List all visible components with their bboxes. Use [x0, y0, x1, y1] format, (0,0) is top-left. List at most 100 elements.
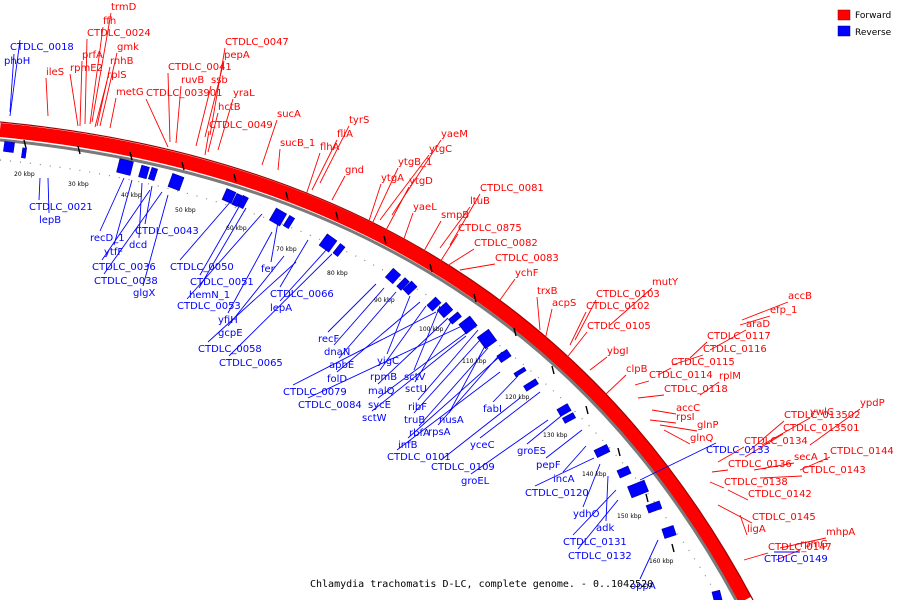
- kbp-tick-label: 90 kbp: [374, 297, 395, 304]
- reverse-leader-inca: [562, 445, 587, 473]
- forward-leader-ytgb-1: [371, 167, 399, 225]
- reverse-gene-glyph: [384, 267, 402, 285]
- forward-leader-ctdlc-0147: [743, 552, 769, 561]
- reverse-leader-dnan: [333, 287, 385, 346]
- kbp-tick-label: 80 kbp: [327, 270, 348, 277]
- forward-gene-label-ctdlc-0103: CTDLC_0103: [596, 289, 660, 300]
- reverse-gene-label-ctdlc-0120: CTDLC_0120: [525, 488, 589, 499]
- forward-leader-ruvb: [175, 85, 182, 144]
- backbone-tick: [585, 405, 589, 415]
- kbp-tick-label: 100 kbp: [419, 326, 444, 333]
- reverse-leader-malq: [377, 317, 449, 385]
- reverse-gene-label-rpsa: rpsA: [428, 427, 451, 438]
- reverse-gene-glyph: [147, 167, 159, 181]
- backbone-tick: [77, 145, 81, 155]
- forward-gene-label-suca: sucA: [277, 109, 301, 120]
- forward-leader-ctdlc-0136: [711, 469, 729, 473]
- reverse-gene-glyph: [318, 233, 338, 253]
- forward-leader-gnd: [331, 175, 346, 201]
- forward-gene-label-glnq: glnQ: [690, 433, 713, 444]
- reverse-gene-glyph: [593, 444, 611, 458]
- forward-gene-label-arad: araD: [746, 319, 770, 330]
- reverse-leader-adk: [605, 475, 609, 522]
- forward-gene-label-efp-1: efp_1: [770, 305, 797, 316]
- backbone-outer-ring: [0, 123, 752, 600]
- reverse-gene-glyph: [627, 479, 649, 499]
- reverse-gene-label-apbe: apbE: [329, 360, 354, 371]
- reverse-leader-ctdlc-0133: [639, 442, 717, 481]
- reverse-gene-label-ycec: yceC: [470, 440, 495, 451]
- forward-gene-label-ctdlc-003901: CTDLC_003901: [146, 88, 223, 99]
- reverse-leader-lines: [9, 39, 800, 580]
- reverse-leader-ctdlc-0079: [292, 311, 437, 386]
- reverse-leader-ctdlc-0109: [440, 397, 521, 461]
- reverse-gene-label-malq: malQ: [368, 386, 395, 397]
- reverse-leader-ctdlc-0021: [38, 177, 41, 201]
- reverse-leader-fer: [270, 221, 279, 263]
- reverse-gene-label-ctdlc-0065: CTDLC_0065: [219, 358, 283, 369]
- backbone-inner-line: [0, 138, 738, 600]
- reverse-gene-glyph: [402, 280, 418, 296]
- forward-leader-tyrs: [319, 125, 350, 184]
- forward-leader-ctdlc-0145: [717, 504, 753, 524]
- reverse-gene-label-ctdlc-0109: CTDLC_0109: [431, 462, 495, 473]
- reverse-leader-ctdlc-0038: [103, 191, 163, 275]
- forward-gene-label-ctdlc-0024: CTDLC_0024: [87, 28, 151, 39]
- forward-gene-label-ctdlc-0081: CTDLC_0081: [480, 183, 544, 194]
- reverse-leader-sctw: [371, 335, 467, 412]
- forward-gene-label-ctdlc-0041: CTDLC_0041: [168, 62, 232, 73]
- reverse-gene-glyph: [282, 214, 296, 230]
- forward-gene-label-ctdlc-0143: CTDLC_0143: [802, 465, 866, 476]
- reverse-gene-glyph: [513, 366, 527, 378]
- backbone-tick: [671, 543, 675, 553]
- backbone-tick: [383, 235, 387, 245]
- reverse-leader-lepa: [279, 247, 329, 302]
- backbone-tick: [285, 191, 289, 201]
- reverse-gene-label-ydho: ydhO: [573, 509, 600, 520]
- forward-leader-ffh: [89, 26, 104, 125]
- reverse-gene-label-sctu: sctU: [405, 384, 427, 395]
- forward-leader-ctdlc-0144: [799, 456, 831, 471]
- forward-gene-label-ctdlc-0118: CTDLC_0118: [664, 384, 728, 395]
- forward-gene-label-ctdlc-0147: CTDLC_0147: [768, 542, 832, 553]
- forward-gene-label-clpb: clpB: [626, 364, 648, 375]
- forward-gene-label-ytgc: ytgC: [429, 144, 452, 155]
- reverse-gene-label-ctdlc-0149: CTDLC_0149: [764, 554, 828, 565]
- forward-gene-label-flia: fliA: [337, 129, 353, 140]
- forward-leader-clpb: [604, 374, 627, 396]
- reverse-gene-label-sctv: sctV: [404, 372, 426, 383]
- forward-gene-label-iles: ileS: [46, 67, 64, 78]
- forward-gene-label-rplm: rplM: [719, 371, 741, 382]
- forward-gene-label-ctdlc-0049: CTDLC_0049: [209, 120, 273, 131]
- backbone-tick: [233, 173, 237, 183]
- forward-leader-trxb: [536, 296, 541, 331]
- reverse-leader-glgx: [142, 194, 169, 287]
- reverse-gene-glyph: [561, 412, 577, 424]
- forward-gene-label-accc: accC: [676, 403, 700, 414]
- forward-leader-ctdlc-0138: [709, 481, 725, 489]
- forward-leader-ypdp: [809, 408, 861, 446]
- kbp-tick-label: 110 kbp: [462, 358, 487, 365]
- forward-gene-label-rpls: rplS: [107, 70, 127, 81]
- reverse-leader-yigc: [386, 295, 411, 355]
- forward-gene-label-ctdlc-0134: CTDLC_0134: [744, 436, 808, 447]
- reverse-gene-label-trub: truB: [404, 415, 425, 426]
- forward-leader-rpsi: [649, 419, 677, 424]
- forward-gene-label-ctdlc-0102: CTDLC_0102: [586, 301, 650, 312]
- reverse-leader-ctdlc-0058: [207, 261, 297, 343]
- forward-gene-label-ytga: ytgA: [381, 173, 404, 184]
- reverse-leader-infb: [407, 357, 499, 439]
- forward-leader-rplm: [699, 381, 720, 396]
- forward-leader-rnhb: [96, 66, 111, 127]
- reverse-gene-label-ctdlc-0101: CTDLC_0101: [387, 452, 451, 463]
- reverse-gene-label-gcpe: gcpE: [218, 328, 243, 339]
- kbp-tick-label: 50 kbp: [175, 207, 196, 214]
- reverse-gene-glyph: [332, 243, 346, 257]
- reverse-gene-glyph: [556, 403, 572, 417]
- reverse-leader-fabi: [492, 375, 519, 403]
- forward-leader-glnp: [659, 424, 698, 432]
- reverse-leader-ctdlc-0018: [9, 39, 21, 117]
- kbp-tick-label: 70 kbp: [276, 246, 297, 253]
- forward-gene-label-ypdp: ypdP: [860, 398, 885, 409]
